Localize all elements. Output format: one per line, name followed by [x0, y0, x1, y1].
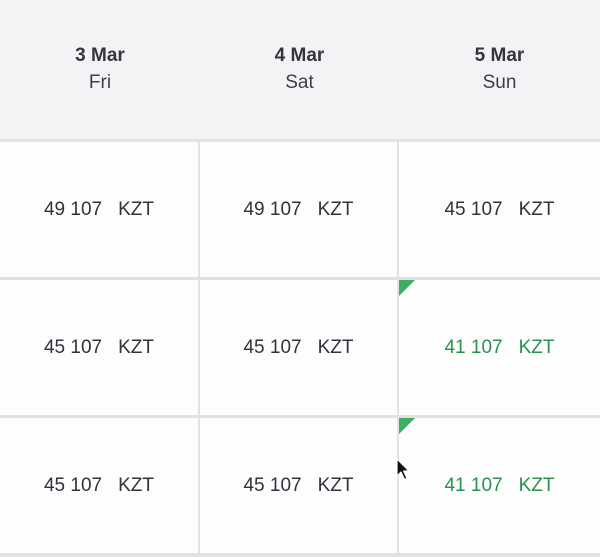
price-amount: 45 107	[444, 198, 503, 220]
date-header-sat: 4 Mar Sat	[200, 0, 399, 140]
price-cell[interactable]: 49 107 KZT	[200, 142, 397, 277]
price-cell-cheapest[interactable]: 41 107 KZT	[399, 280, 600, 415]
price-label: 45 107 KZT	[243, 337, 353, 359]
price-cell[interactable]: 45 107 KZT	[0, 418, 198, 553]
price-label: 49 107 KZT	[243, 199, 353, 221]
price-cell[interactable]: 49 107 KZT	[0, 142, 198, 277]
date-header-sun: 5 Mar Sun	[399, 0, 600, 140]
price-currency: KZT	[518, 474, 555, 496]
mouse-pointer-icon	[396, 458, 410, 481]
price-amount: 45 107	[243, 336, 302, 358]
price-currency: KZT	[317, 336, 354, 358]
price-amount: 41 107	[444, 474, 503, 496]
price-amount: 45 107	[43, 336, 103, 358]
header-weekday: Fri	[88, 72, 112, 94]
corner-triangle-icon	[399, 280, 415, 296]
price-currency: KZT	[518, 336, 555, 358]
price-amount: 49 107	[43, 198, 103, 220]
price-cell[interactable]: 45 107 KZT	[0, 280, 198, 415]
price-cell[interactable]: 45 107 KZT	[200, 418, 397, 553]
corner-triangle-icon	[399, 418, 415, 434]
price-currency: KZT	[118, 198, 154, 220]
price-label: 41 107 KZT	[444, 337, 554, 359]
header-weekday: Sat	[285, 72, 314, 94]
price-label: 41 107 KZT	[444, 475, 554, 497]
header-date: 5 Mar	[474, 45, 525, 67]
price-cell[interactable]: 45 107 KZT	[200, 280, 397, 415]
price-cell[interactable]: 45 107 KZT	[399, 142, 600, 277]
price-amount: 45 107	[43, 474, 103, 496]
price-label: 49 107 KZT	[44, 199, 154, 221]
price-label: 45 107 KZT	[243, 475, 353, 497]
price-amount: 49 107	[243, 198, 302, 220]
date-header-row: 3 Mar Fri 4 Mar Sat 5 Mar Sun	[0, 0, 600, 140]
price-amount: 45 107	[243, 474, 302, 496]
price-currency: KZT	[518, 198, 555, 220]
price-currency: KZT	[118, 336, 154, 358]
header-weekday: Sun	[482, 72, 517, 94]
price-amount: 41 107	[444, 336, 503, 358]
price-cell-cheapest[interactable]: 41 107 KZT	[399, 418, 600, 553]
date-header-fri: 3 Mar Fri	[0, 0, 200, 140]
price-label: 45 107 KZT	[444, 199, 554, 221]
price-label: 45 107 KZT	[44, 475, 154, 497]
header-date: 3 Mar	[75, 45, 125, 67]
price-currency: KZT	[118, 474, 154, 496]
price-label: 45 107 KZT	[44, 337, 154, 359]
header-date: 4 Mar	[274, 45, 325, 67]
price-currency: KZT	[317, 474, 354, 496]
price-currency: KZT	[317, 198, 354, 220]
